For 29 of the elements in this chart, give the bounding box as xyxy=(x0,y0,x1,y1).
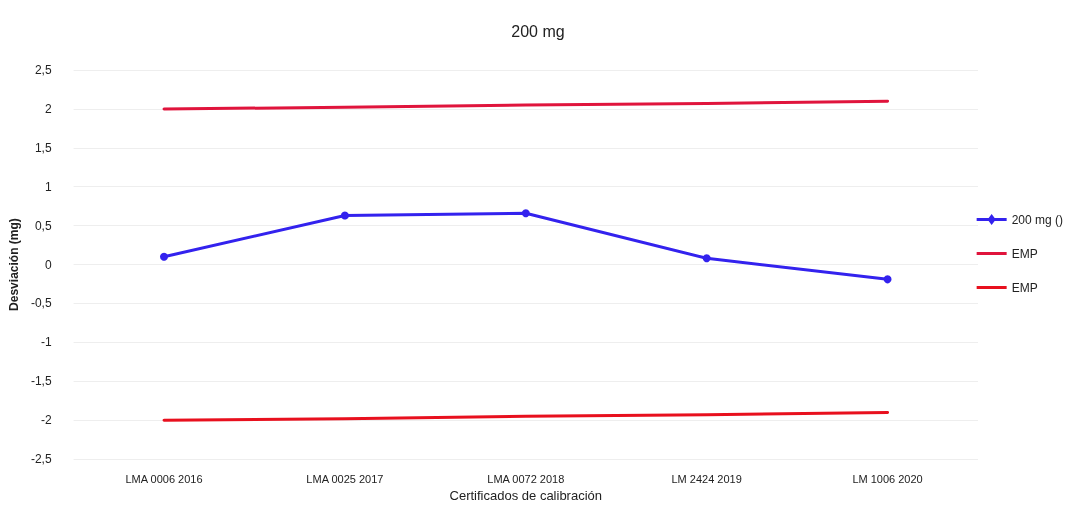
point xyxy=(702,254,711,263)
y-axis-title: Desviación (mg) xyxy=(7,218,21,311)
x-tick-label: LM 1006 2020 xyxy=(852,472,923,485)
point xyxy=(340,211,349,220)
y-tick-label: -1,5 xyxy=(30,374,52,389)
x-tick-label: LMA 0072 2018 xyxy=(487,472,565,485)
y-tick-label: -1 xyxy=(40,335,52,350)
y-tick-label: 0 xyxy=(44,257,52,272)
chart-title: 200 mg xyxy=(511,22,565,40)
x-tick-label: LM 2424 2019 xyxy=(671,472,742,485)
y-tick-label: -2 xyxy=(40,413,52,428)
y-tick-label: 2 xyxy=(44,101,52,116)
point xyxy=(160,252,169,261)
y-tick-label: 0,5 xyxy=(34,218,52,233)
legend-label: 200 mg () xyxy=(1011,212,1064,227)
y-tick-label: -0,5 xyxy=(30,296,52,311)
x-tick-label: LMA 0006 2016 xyxy=(125,472,203,485)
point xyxy=(883,275,892,284)
point xyxy=(521,209,530,218)
line-series xyxy=(162,99,890,111)
y-tick-label: 1,5 xyxy=(34,140,52,155)
y-tick-label: -2,5 xyxy=(30,452,52,467)
x-axis-title: Certificados de calibración xyxy=(449,488,603,503)
y-tick-label: 1 xyxy=(44,179,52,194)
legend-label: EMP xyxy=(1011,246,1038,261)
y-tick-label: 2,5 xyxy=(34,63,52,77)
x-tick-label: LMA 0025 2017 xyxy=(306,472,384,485)
line-series xyxy=(162,410,890,422)
legend-label: EMP xyxy=(1011,280,1038,295)
